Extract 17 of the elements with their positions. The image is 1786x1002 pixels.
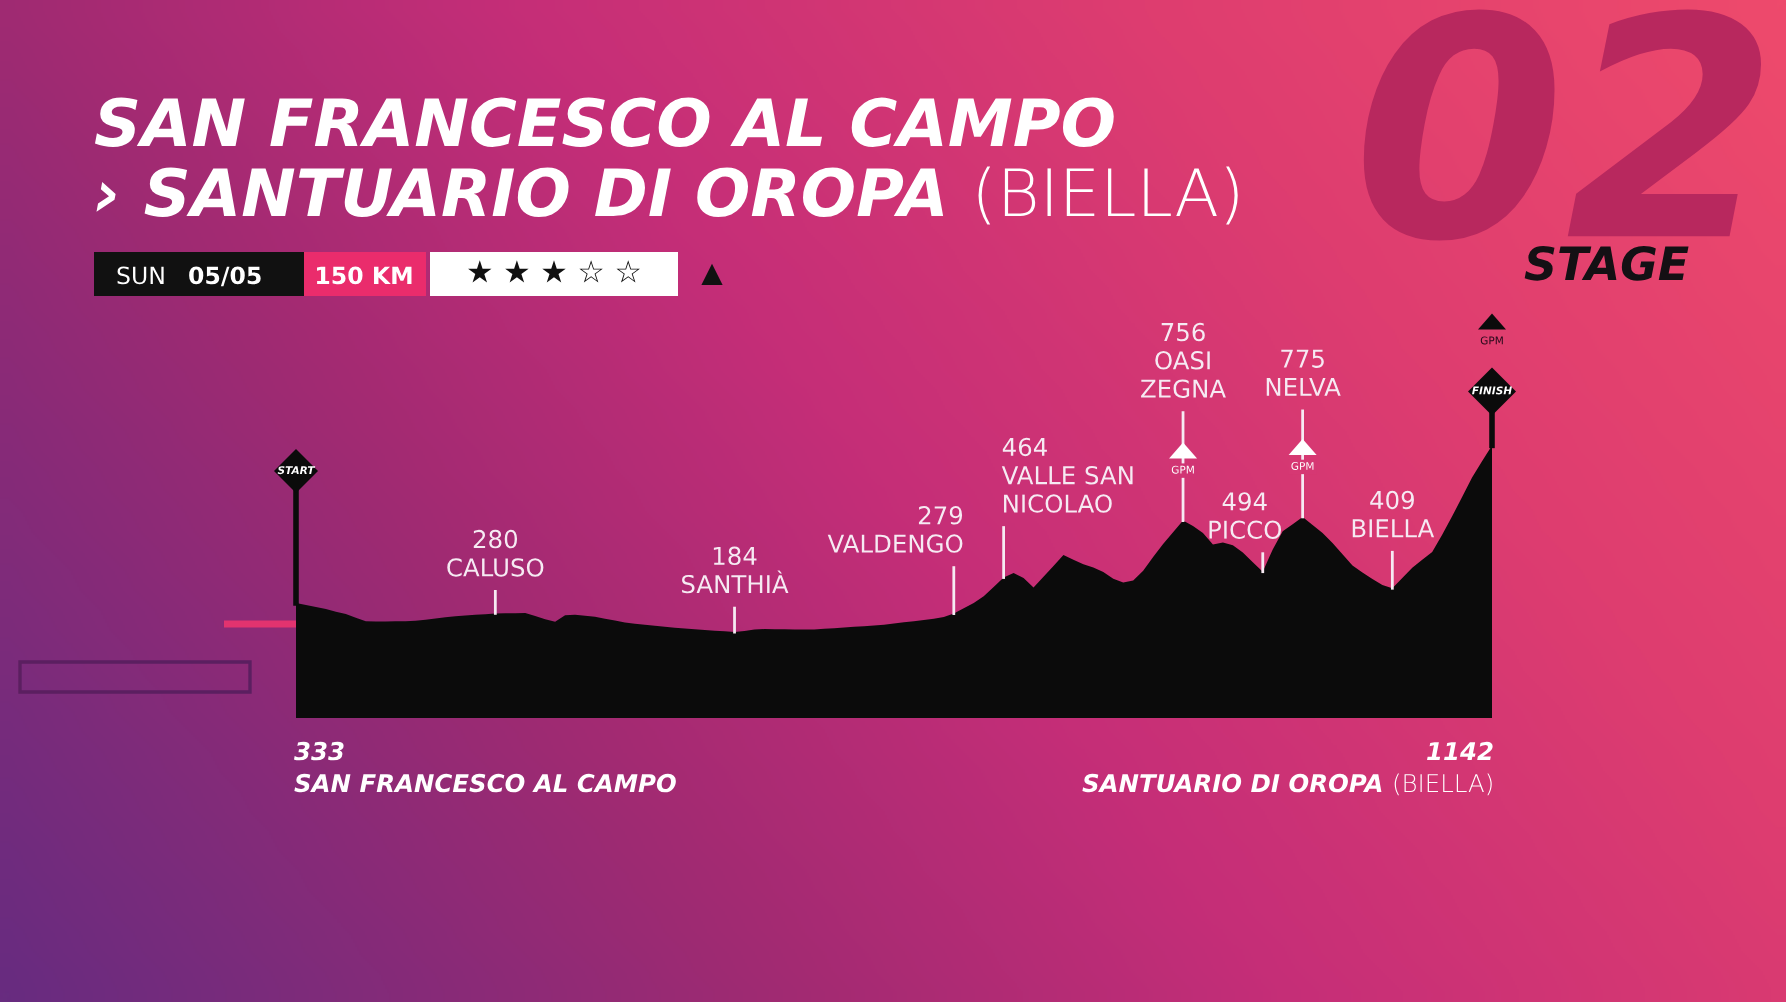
chart-title: SAN FRANCESCO AL CAMPO › SANTUARIO DI OROPA (BIELLA) <box>94 97 1238 225</box>
text: 150 KM <box>317 266 412 285</box>
text: 333 SAN FRANCESCO AL CAMPO <box>294 741 676 793</box>
data-label: 494 PICCO <box>1209 492 1282 539</box>
data-label: 280 CALUSO <box>447 529 544 577</box>
text: ★ ★ ★ ☆ ☆ <box>468 260 640 283</box>
data-label: 184 SANTHIÀ <box>682 546 789 594</box>
text: SUN <box>117 266 164 285</box>
text: 1142 SANTUARIO DI OROPA (BIELLA) <box>1082 741 1493 796</box>
data-label: 279 VALDENGO <box>827 506 963 553</box>
text: 05/05 <box>189 266 261 287</box>
data-label: 756 OASI ZEGNA <box>1141 322 1226 398</box>
data-label: 409 BIELLA <box>1352 490 1435 538</box>
text: ▲ <box>701 263 723 286</box>
data-label: 464 VALLE SAN NICOLAO <box>1001 437 1133 513</box>
data-label: 775 NELVA <box>1266 349 1341 396</box>
text: STAGE <box>1524 245 1689 281</box>
